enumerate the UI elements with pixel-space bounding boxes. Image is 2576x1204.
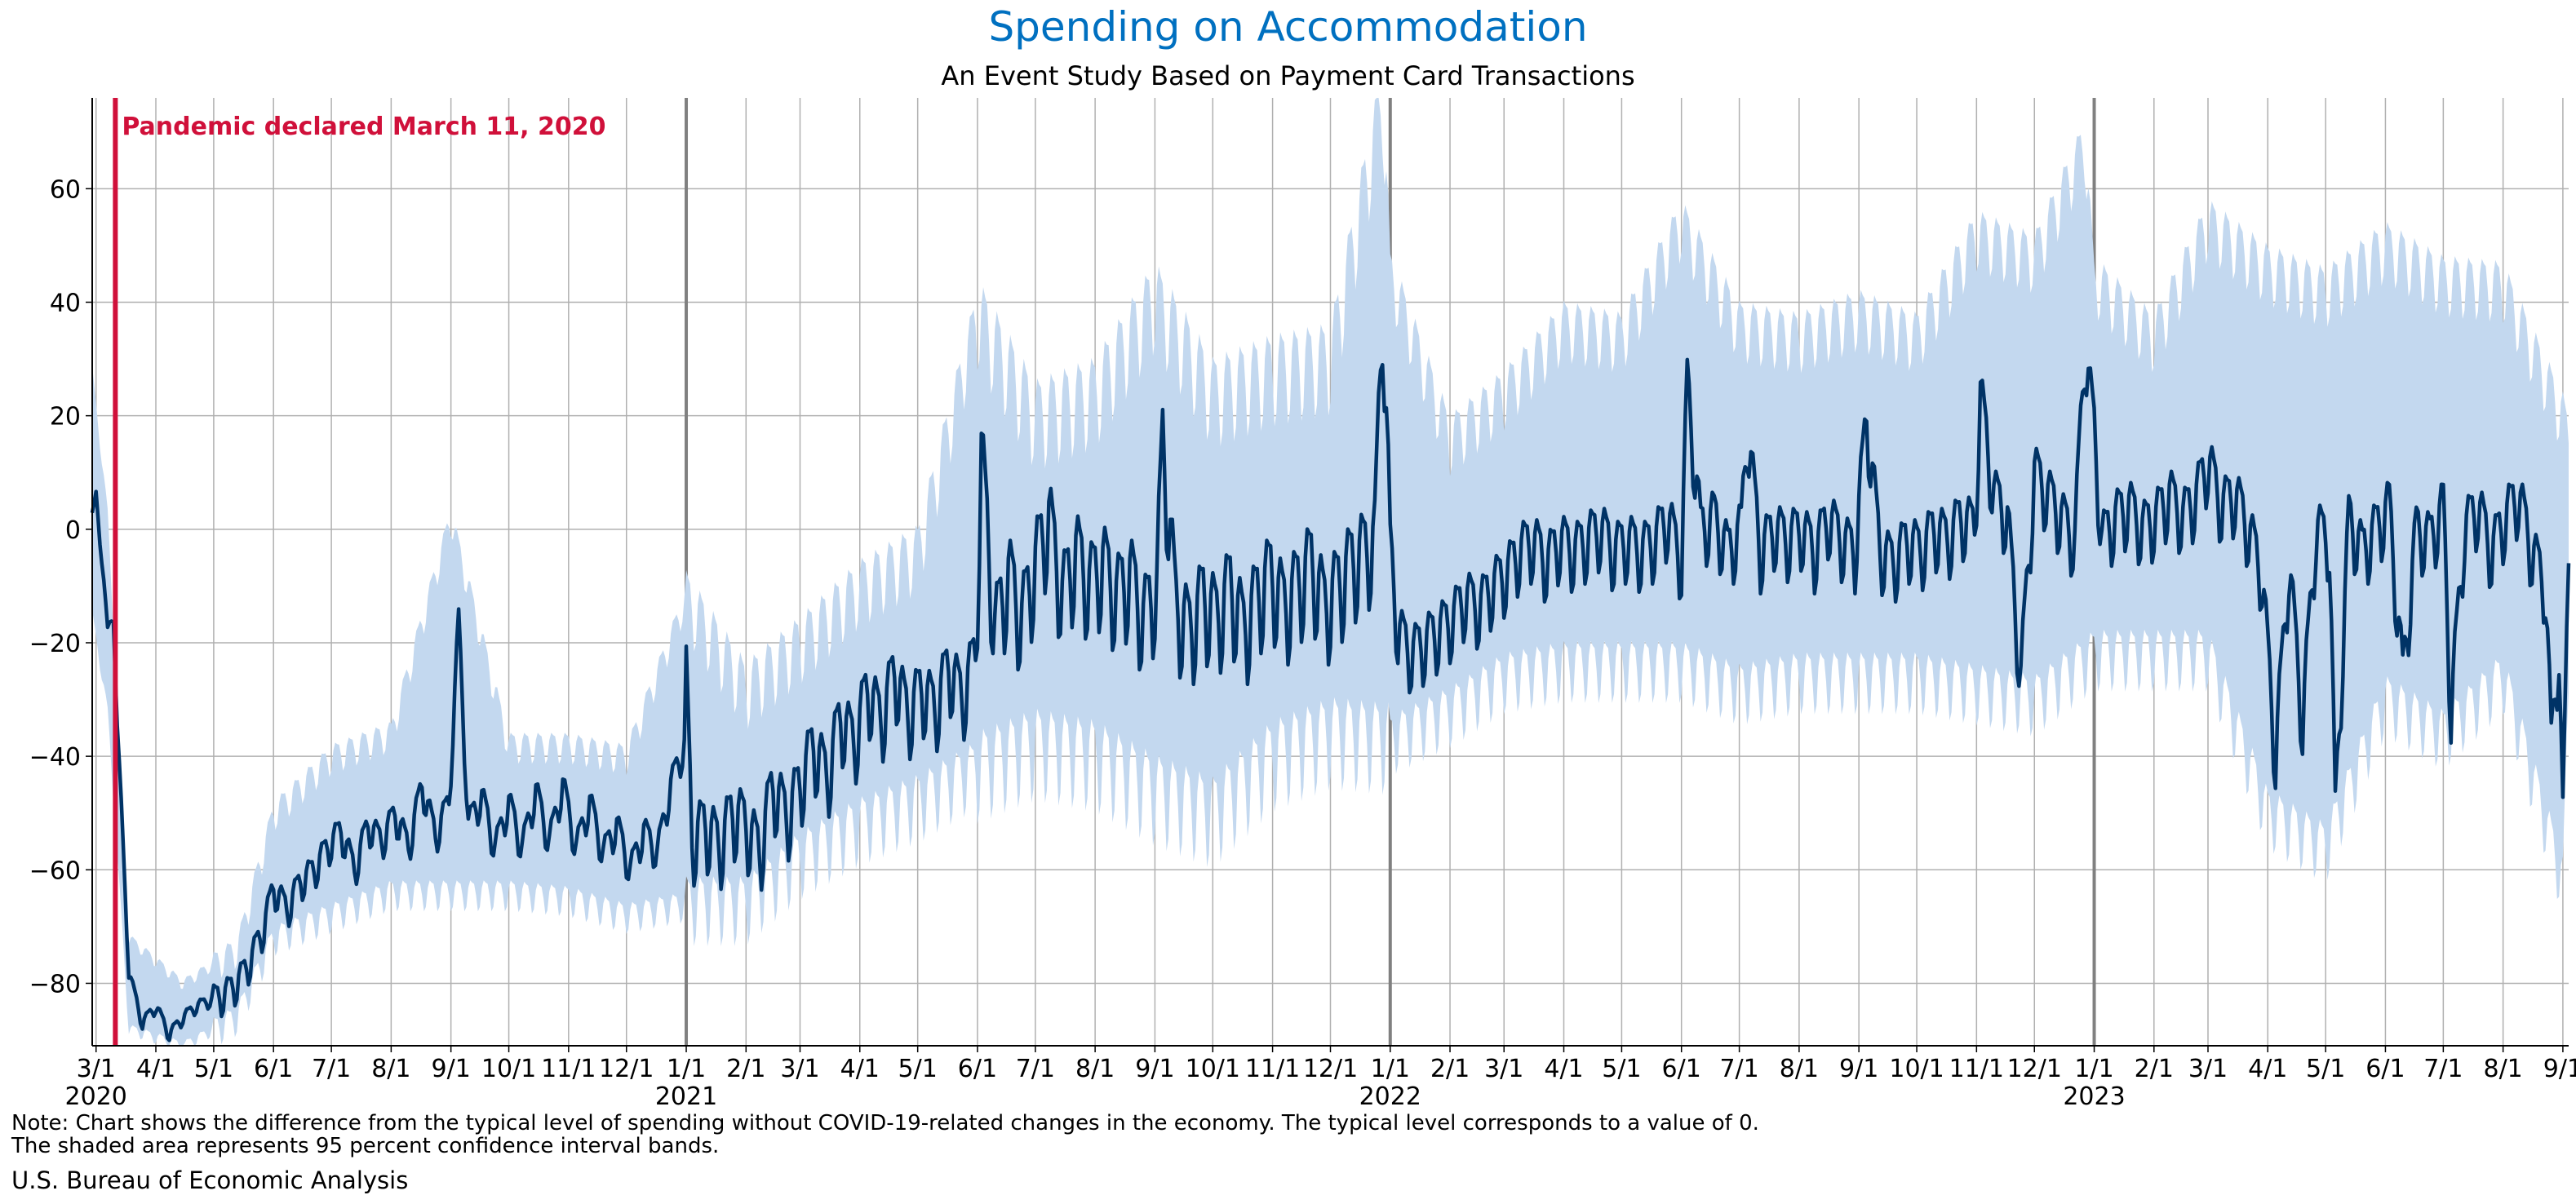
y-tick-label: 0 (65, 516, 81, 545)
chart-source: U.S. Bureau of Economic Analysis (11, 1166, 409, 1194)
x-tick-label: 12/1 (599, 1055, 654, 1083)
x-tick-label: 3/1 (2188, 1055, 2228, 1083)
x-tick-label: 2/1 (2135, 1055, 2174, 1083)
x-tick-label: 8/1 (1780, 1055, 1819, 1083)
x-tick-label: 8/1 (371, 1055, 410, 1083)
y-tick-label: −20 (29, 630, 81, 658)
x-tick-label: 7/1 (1016, 1055, 1055, 1083)
x-tick-label: 1/1 (667, 1055, 706, 1083)
x-tick-label: 11/1 (541, 1055, 596, 1083)
y-tick-label: −60 (29, 857, 81, 885)
x-year-label: 2020 (65, 1082, 127, 1111)
x-tick-label: 6/1 (958, 1055, 997, 1083)
x-tick-label: 4/1 (1544, 1055, 1583, 1083)
x-tick-label: 9/1 (1839, 1055, 1878, 1083)
x-tick-label: 6/1 (2365, 1055, 2405, 1083)
x-tick-label: 12/1 (2007, 1055, 2062, 1083)
x-tick-label: 10/1 (1186, 1055, 1240, 1083)
x-tick-label: 5/1 (898, 1055, 938, 1083)
x-tick-label: 3/1 (77, 1055, 116, 1083)
x-tick-label: 2/1 (726, 1055, 765, 1083)
y-tick-label: 20 (50, 403, 81, 432)
x-tick-label: 5/1 (194, 1055, 233, 1083)
x-tick-label: 1/1 (1371, 1055, 1410, 1083)
x-tick-label: 12/1 (1303, 1055, 1358, 1083)
x-tick-label: 9/1 (1135, 1055, 1174, 1083)
x-tick-label: 2/1 (1430, 1055, 1470, 1083)
x-tick-label: 10/1 (481, 1055, 536, 1083)
chart-note-band: The shaded area represents 95 percent co… (11, 1134, 720, 1158)
x-year-label: 2023 (2063, 1082, 2125, 1111)
x-tick-label: 4/1 (136, 1055, 175, 1083)
y-tick-label: −40 (29, 743, 81, 772)
x-tick-label: 5/1 (1602, 1055, 1641, 1083)
chart-note: Note: Chart shows the difference from th… (11, 1111, 1759, 1135)
y-tick-label: 40 (50, 289, 81, 317)
x-tick-label: 7/1 (312, 1055, 351, 1083)
x-tick-label: 4/1 (2248, 1055, 2287, 1083)
x-tick-label: 9/1 (432, 1055, 471, 1083)
x-tick-label: 6/1 (1662, 1055, 1701, 1083)
x-tick-label: 7/1 (2423, 1055, 2463, 1083)
x-tick-label: 5/1 (2306, 1055, 2345, 1083)
x-tick-label: 1/1 (2074, 1055, 2113, 1083)
pandemic-annotation-label: Pandemic declared March 11, 2020 (122, 113, 605, 141)
x-tick-label: 4/1 (840, 1055, 880, 1083)
x-tick-label: 10/1 (1889, 1055, 1944, 1083)
x-year-label: 2022 (1359, 1082, 1421, 1111)
y-tick-label: 60 (50, 175, 81, 204)
x-tick-label: 11/1 (1949, 1055, 2004, 1083)
series-line (90, 357, 2571, 1042)
x-tick-label: 8/1 (1075, 1055, 1115, 1083)
series-line-layer (90, 357, 2571, 1042)
x-tick-label: 11/1 (1245, 1055, 1300, 1083)
x-tick-label: 8/1 (2483, 1055, 2522, 1083)
chart-title: Spending on Accommodation (988, 3, 1588, 51)
chart-subtitle: An Event Study Based on Payment Card Tra… (941, 60, 1635, 91)
x-tick-label: 7/1 (1719, 1055, 1758, 1083)
x-tick-label: 9/1 (2543, 1055, 2576, 1083)
x-tick-label: 6/1 (254, 1055, 293, 1083)
x-tick-label: 3/1 (780, 1055, 819, 1083)
y-tick-label: −80 (29, 970, 81, 998)
annotation-layer: Pandemic declared March 11, 2020 (113, 98, 606, 1046)
x-tick-label: 3/1 (1484, 1055, 1523, 1083)
x-year-label: 2021 (655, 1082, 717, 1111)
